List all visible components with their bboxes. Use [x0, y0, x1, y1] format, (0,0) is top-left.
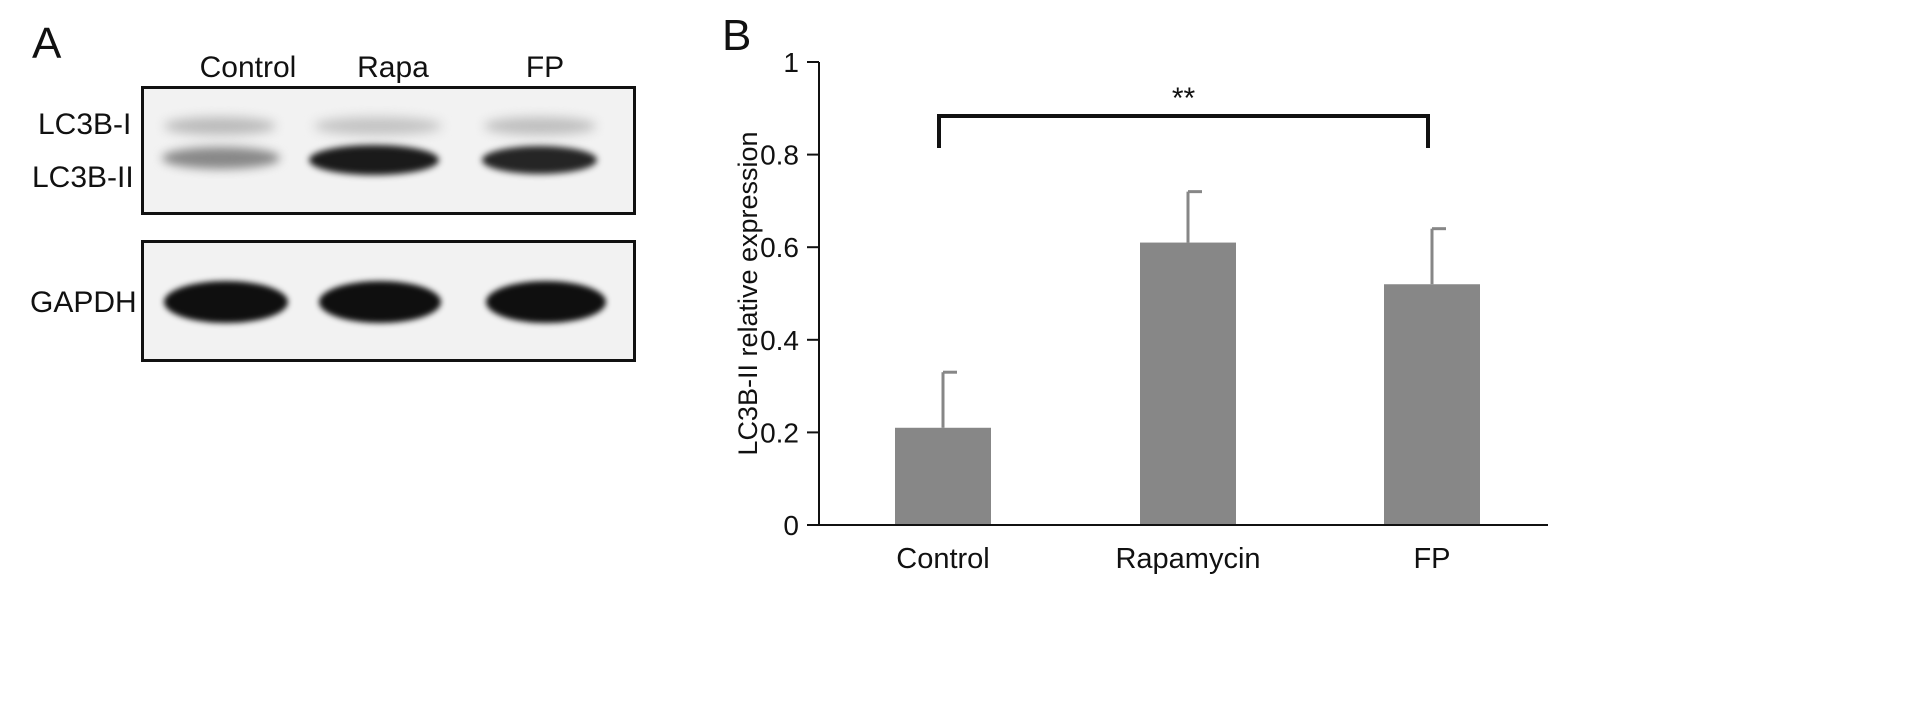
panel-b-letter: B	[722, 11, 752, 60]
bar-2	[1384, 284, 1480, 525]
bar-1	[1140, 242, 1236, 525]
band-lc3b-i-fp	[484, 117, 596, 135]
lane-label-control: Control	[199, 51, 297, 84]
band-label-lc3b-i: LC3B-I	[38, 108, 132, 141]
y-tick-label-2: 0.4	[760, 325, 799, 356]
band-gapdh-fp	[486, 281, 606, 323]
x-tick-label-1: Rapamycin	[1115, 543, 1260, 575]
panel-a-letter: A	[32, 19, 62, 68]
band-lc3b-ii-control	[162, 147, 280, 169]
band-lc3b-i-rapa	[314, 117, 442, 135]
band-label-gapdh: GAPDH	[30, 286, 137, 319]
x-tick-label-2: FP	[1413, 543, 1450, 575]
band-lc3b-ii-fp	[482, 146, 597, 174]
band-lc3b-i-control	[164, 117, 276, 135]
band-gapdh-rapa	[319, 281, 441, 323]
y-tick-label-1: 0.2	[760, 417, 799, 448]
lane-label-fp: FP	[525, 51, 565, 84]
blot-lc3b	[141, 86, 636, 215]
y-tick-label-4: 0.8	[760, 140, 799, 171]
significance-label: **	[1172, 82, 1196, 115]
band-lc3b-ii-rapa	[309, 145, 439, 175]
y-tick-label-3: 0.6	[760, 232, 799, 263]
y-tick-label-0: 0	[783, 510, 799, 541]
blot-gapdh	[141, 240, 636, 362]
significance-bracket	[937, 114, 1430, 148]
lane-label-rapa: Rapa	[357, 51, 429, 84]
x-tick-label-0: Control	[896, 543, 990, 575]
y-tick-label-5: 1	[783, 47, 799, 78]
band-label-lc3b-ii: LC3B-II	[32, 161, 134, 194]
band-gapdh-control	[164, 281, 288, 323]
y-axis-label: LC3B-II relative expression	[733, 131, 763, 455]
bar-0	[895, 427, 991, 525]
